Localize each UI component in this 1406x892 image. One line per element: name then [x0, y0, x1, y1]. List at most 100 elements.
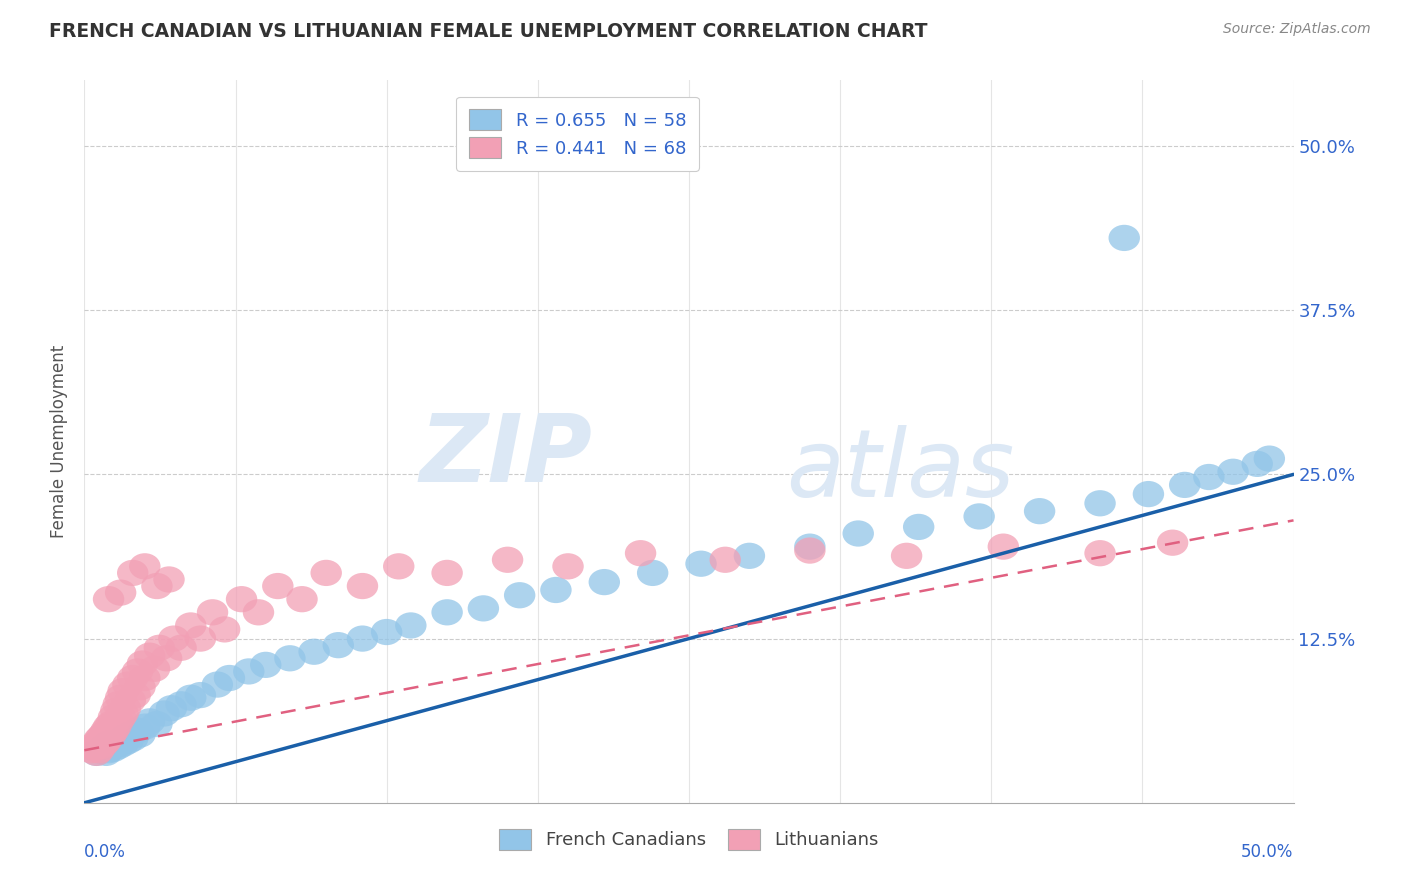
Ellipse shape — [468, 595, 499, 622]
Ellipse shape — [97, 705, 129, 731]
Ellipse shape — [1168, 472, 1201, 498]
Ellipse shape — [891, 542, 922, 569]
Ellipse shape — [86, 737, 117, 764]
Ellipse shape — [112, 672, 143, 698]
Ellipse shape — [124, 722, 156, 747]
Ellipse shape — [156, 695, 187, 722]
Ellipse shape — [382, 553, 415, 580]
Ellipse shape — [93, 737, 124, 764]
Ellipse shape — [80, 739, 112, 766]
Ellipse shape — [90, 739, 122, 766]
Ellipse shape — [503, 582, 536, 608]
Ellipse shape — [103, 691, 134, 717]
Text: 0.0%: 0.0% — [84, 843, 127, 861]
Ellipse shape — [903, 514, 935, 540]
Ellipse shape — [105, 684, 136, 711]
Ellipse shape — [166, 691, 197, 717]
Ellipse shape — [197, 599, 228, 625]
Ellipse shape — [117, 665, 149, 691]
Ellipse shape — [432, 560, 463, 586]
Ellipse shape — [122, 658, 153, 684]
Ellipse shape — [1218, 458, 1249, 485]
Ellipse shape — [97, 736, 129, 762]
Ellipse shape — [637, 560, 668, 586]
Ellipse shape — [107, 727, 139, 753]
Ellipse shape — [89, 734, 120, 761]
Ellipse shape — [1241, 450, 1272, 477]
Ellipse shape — [589, 569, 620, 595]
Ellipse shape — [214, 665, 245, 691]
Ellipse shape — [86, 733, 117, 759]
Ellipse shape — [1133, 481, 1164, 508]
Ellipse shape — [83, 737, 115, 764]
Ellipse shape — [1108, 225, 1140, 251]
Ellipse shape — [76, 737, 107, 764]
Ellipse shape — [149, 700, 180, 727]
Ellipse shape — [987, 533, 1019, 560]
Ellipse shape — [134, 642, 166, 669]
Ellipse shape — [134, 708, 166, 734]
Ellipse shape — [127, 650, 157, 677]
Ellipse shape — [347, 625, 378, 652]
Ellipse shape — [93, 586, 124, 612]
Ellipse shape — [395, 612, 426, 639]
Ellipse shape — [105, 580, 136, 606]
Ellipse shape — [141, 711, 173, 737]
Ellipse shape — [107, 731, 139, 756]
Ellipse shape — [96, 711, 127, 737]
Ellipse shape — [107, 700, 139, 727]
Y-axis label: Female Unemployment: Female Unemployment — [51, 345, 69, 538]
Text: FRENCH CANADIAN VS LITHUANIAN FEMALE UNEMPLOYMENT CORRELATION CHART: FRENCH CANADIAN VS LITHUANIAN FEMALE UNE… — [49, 22, 928, 41]
Ellipse shape — [100, 714, 132, 739]
Ellipse shape — [80, 739, 112, 766]
Ellipse shape — [139, 656, 170, 682]
Ellipse shape — [97, 717, 129, 744]
Ellipse shape — [432, 599, 463, 625]
Ellipse shape — [298, 639, 330, 665]
Ellipse shape — [105, 705, 136, 731]
Ellipse shape — [794, 538, 825, 564]
Ellipse shape — [150, 645, 183, 672]
Ellipse shape — [124, 674, 156, 700]
Ellipse shape — [141, 573, 173, 599]
Ellipse shape — [93, 714, 124, 739]
Ellipse shape — [274, 645, 305, 672]
Ellipse shape — [103, 733, 134, 759]
Ellipse shape — [107, 678, 139, 705]
Text: Source: ZipAtlas.com: Source: ZipAtlas.com — [1223, 22, 1371, 37]
Ellipse shape — [322, 632, 354, 658]
Ellipse shape — [371, 619, 402, 645]
Ellipse shape — [90, 728, 122, 755]
Ellipse shape — [112, 728, 143, 755]
Text: ZIP: ZIP — [419, 410, 592, 502]
Ellipse shape — [1254, 445, 1285, 472]
Ellipse shape — [262, 573, 294, 599]
Ellipse shape — [624, 540, 657, 566]
Ellipse shape — [96, 733, 127, 759]
Ellipse shape — [184, 625, 217, 652]
Ellipse shape — [115, 687, 146, 714]
Ellipse shape — [110, 695, 141, 722]
Ellipse shape — [166, 634, 197, 661]
Ellipse shape — [115, 722, 146, 747]
Ellipse shape — [176, 684, 207, 711]
Ellipse shape — [201, 672, 233, 698]
Ellipse shape — [96, 722, 127, 747]
Ellipse shape — [540, 577, 572, 603]
Ellipse shape — [86, 724, 117, 750]
Legend: French Canadians, Lithuanians: French Canadians, Lithuanians — [489, 820, 889, 859]
Ellipse shape — [93, 731, 124, 756]
Ellipse shape — [734, 542, 765, 569]
Ellipse shape — [129, 714, 160, 739]
Ellipse shape — [90, 717, 122, 744]
Text: 50.0%: 50.0% — [1241, 843, 1294, 861]
Ellipse shape — [842, 520, 875, 547]
Ellipse shape — [157, 625, 190, 652]
Ellipse shape — [794, 533, 825, 560]
Ellipse shape — [79, 734, 110, 761]
Ellipse shape — [233, 658, 264, 684]
Ellipse shape — [117, 725, 149, 752]
Ellipse shape — [243, 599, 274, 625]
Ellipse shape — [110, 724, 141, 750]
Ellipse shape — [184, 682, 217, 708]
